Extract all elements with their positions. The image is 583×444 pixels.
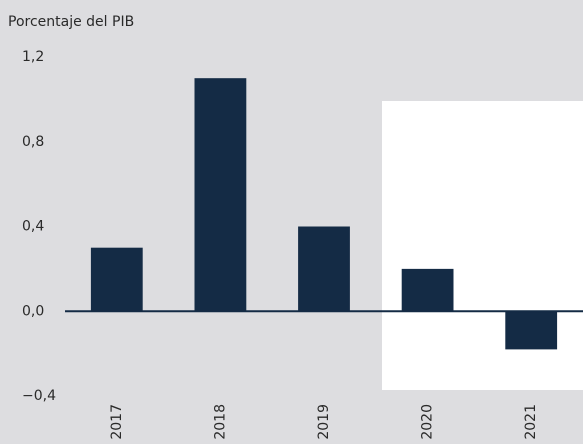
bar [194, 78, 247, 312]
bar [505, 311, 558, 350]
x-tick-label: 2019 [316, 404, 332, 440]
x-tick-label: 2018 [212, 404, 228, 440]
y-tick-label: 0,4 [22, 219, 44, 235]
y-tick-label: 1,2 [22, 49, 44, 65]
y-tick-label: 0,8 [22, 134, 44, 150]
x-tick-label: 2021 [523, 404, 539, 440]
bar [401, 268, 454, 312]
y-tick-label: −0,4 [22, 388, 56, 404]
y-tick-label: 0,0 [22, 303, 44, 319]
x-tick-label: 2017 [109, 404, 125, 440]
bar [90, 247, 143, 312]
y-axis-label: Porcentaje del PIB [8, 14, 134, 30]
bar [298, 226, 350, 312]
x-tick-label: 2020 [420, 404, 436, 440]
